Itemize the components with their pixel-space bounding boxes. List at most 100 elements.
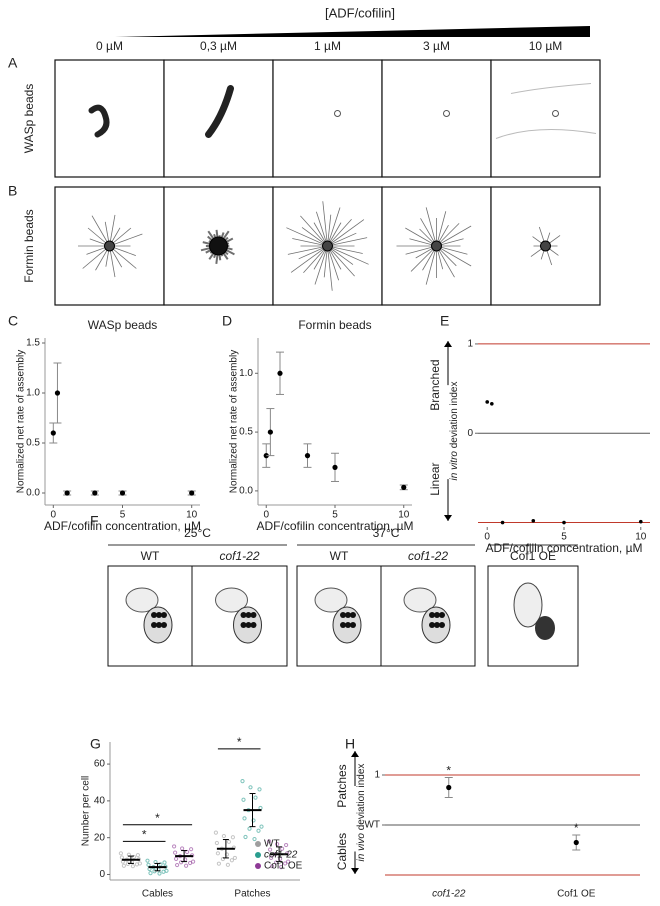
cell-label: WT xyxy=(330,549,349,563)
panel-label: A xyxy=(8,55,18,71)
filament xyxy=(327,207,341,247)
bead xyxy=(431,240,442,252)
cell-label: cof1-22 xyxy=(219,549,259,563)
filament xyxy=(109,245,137,269)
jitter-dot xyxy=(224,852,229,857)
x-tick-label: 0 xyxy=(51,510,57,521)
filament xyxy=(314,245,328,285)
patch xyxy=(345,622,351,628)
bead xyxy=(104,240,115,252)
micrograph xyxy=(490,59,601,178)
direction-label: Patches xyxy=(335,764,349,807)
y-axis-label: Normalized net rate of assembly xyxy=(16,350,27,493)
significance: * xyxy=(574,821,579,835)
panel-label: H xyxy=(345,736,355,752)
jitter-dot xyxy=(248,785,253,790)
patch xyxy=(250,622,257,628)
jitter-dot xyxy=(191,859,196,864)
jitter-dot xyxy=(135,853,140,858)
y-tick-label: 0.5 xyxy=(239,427,253,438)
jitter-dot xyxy=(279,865,284,870)
jitter-dot xyxy=(180,846,185,851)
chart-title: WASp beads xyxy=(88,318,158,332)
point xyxy=(446,784,452,791)
patch xyxy=(156,612,162,618)
filament xyxy=(425,245,437,285)
arrow-head xyxy=(351,868,359,874)
point xyxy=(573,839,579,846)
patch xyxy=(156,622,162,628)
patch xyxy=(434,612,440,618)
x-axis-label: ADF/cofilin concentration, µM xyxy=(486,541,643,555)
x-tick-label: 10 xyxy=(186,510,198,521)
header-title: [ADF/cofilin] xyxy=(325,5,395,20)
point xyxy=(401,484,407,490)
patch xyxy=(245,622,252,628)
row-label: WASp beads xyxy=(22,84,36,154)
y-axis-label: Number per cell xyxy=(81,776,92,847)
y-tick-label: WT xyxy=(364,820,380,831)
filament xyxy=(322,201,328,247)
jitter-dot xyxy=(179,860,184,865)
jitter-dot xyxy=(131,854,136,860)
jitter-dot xyxy=(172,844,177,849)
concentration-label: 0 µM xyxy=(96,39,123,53)
significance: * xyxy=(237,735,242,749)
y-tick-label: 1 xyxy=(374,770,380,781)
cell-label: WT xyxy=(141,549,160,563)
x-axis-label: ADF/cofilin concentration, µM xyxy=(44,519,201,533)
jitter-dot xyxy=(189,847,194,852)
jitter-dot xyxy=(267,839,272,844)
bead xyxy=(334,110,341,117)
panel-label: B xyxy=(8,183,17,199)
concentration-label: 3 µM xyxy=(423,39,450,53)
bead xyxy=(552,110,559,117)
jitter-dot xyxy=(251,818,256,823)
filament xyxy=(109,233,143,247)
patch xyxy=(429,622,435,628)
gradient-wedge xyxy=(115,26,590,37)
filament xyxy=(327,245,363,254)
jitter-dot xyxy=(221,833,226,839)
arrow-head xyxy=(351,751,359,757)
significance: * xyxy=(142,828,147,842)
jitter-dot xyxy=(145,858,150,863)
jitter-dot xyxy=(162,860,167,865)
point xyxy=(531,518,536,523)
jitter-dot xyxy=(146,862,151,867)
row-label: Formin beads xyxy=(22,209,36,282)
filament xyxy=(327,237,368,247)
concentration-label: 10 µM xyxy=(529,39,563,53)
group-title: 37°C xyxy=(373,526,400,540)
jitter-dot xyxy=(240,779,245,784)
direction-label: Branched xyxy=(428,359,442,410)
y-tick-label: 0.0 xyxy=(239,486,253,497)
jitter-dot xyxy=(157,871,162,876)
point xyxy=(562,520,566,525)
direction-label: Linear xyxy=(428,462,442,495)
jitter-dot xyxy=(174,856,179,861)
x-axis-label: ADF/cofilin concentration, µM xyxy=(257,519,414,533)
concentration-label: 0,3 µM xyxy=(200,39,237,53)
x-tick-label: 0 xyxy=(484,532,490,543)
x-tick-label: 5 xyxy=(120,510,126,521)
cell-label: cof1-22 xyxy=(408,549,448,563)
micrograph xyxy=(381,59,492,178)
y-tick-label: 40 xyxy=(94,796,106,807)
filament xyxy=(405,227,437,247)
filament xyxy=(410,245,437,272)
point xyxy=(267,429,273,435)
jitter-dot xyxy=(284,842,289,848)
x-tick-label: 5 xyxy=(332,510,338,521)
micrograph xyxy=(272,59,383,178)
y-tick-label: 1 xyxy=(467,339,473,350)
patch xyxy=(245,612,252,618)
patch xyxy=(350,612,356,618)
legend-swatch xyxy=(255,852,261,858)
y-axis-label: in vitro deviation index xyxy=(449,382,460,481)
patch xyxy=(439,622,445,628)
jitter-dot xyxy=(214,840,219,846)
legend-swatch xyxy=(255,841,261,847)
point xyxy=(490,401,494,406)
